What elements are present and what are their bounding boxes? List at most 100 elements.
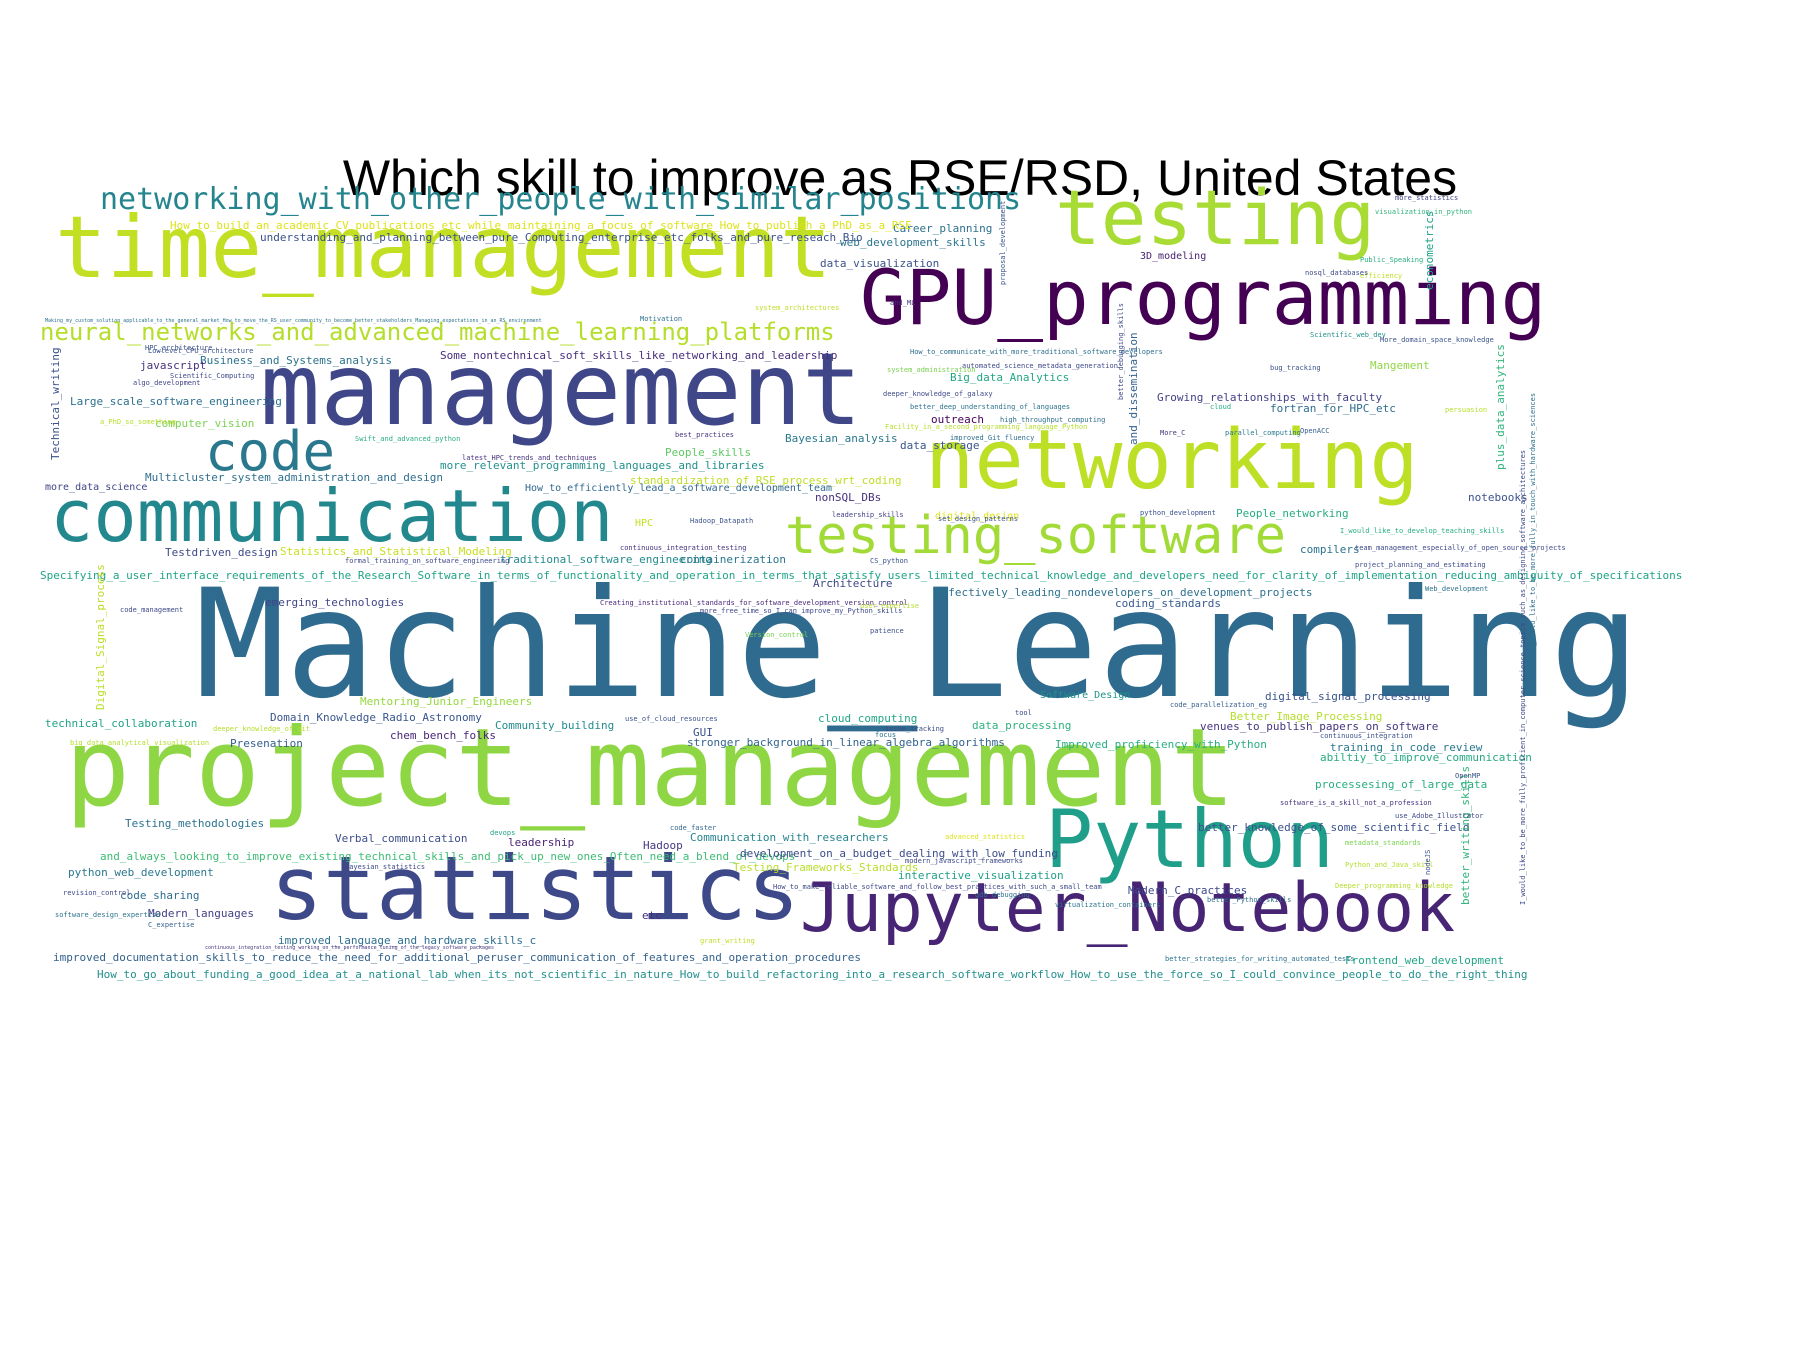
word-128: tool (1015, 709, 1032, 717)
word-74: How_to_go_about_funding_a_good_idea_at_a… (97, 968, 1528, 981)
word-100: Version_control (745, 631, 809, 639)
word-30: traditional_software_engineering (500, 553, 712, 566)
word-119: Scientific_web_dev (1310, 331, 1386, 339)
word-58: Verbal_communication (335, 832, 468, 845)
word-94: How_to_build_an_academic_CV_publications… (170, 219, 912, 232)
word-148: better_Python_skills (1207, 896, 1292, 904)
word-78: data_visualization (820, 257, 940, 270)
word-91: People_networking (1236, 507, 1349, 520)
word-169: formal_training_on_software_engineering (345, 557, 510, 565)
word-124: Creating_institutional_standards_for_sof… (600, 599, 908, 607)
word-33: Specifying_a_user_interface_requirements… (40, 569, 1683, 582)
word-12: code (205, 420, 336, 483)
word-57: better_knowledge_of_some_scientific_fiel… (1198, 821, 1470, 834)
word-19: computer_vision (155, 417, 255, 430)
word-82: Growing_relationships_with_faculty (1157, 391, 1383, 404)
word-39: Software_Design (1040, 690, 1131, 701)
word-175: big_data_analytical_visualization (70, 739, 210, 747)
word-125: more_free_time_so_I_can_improve_my_Pytho… (700, 607, 903, 615)
word-5: networking (925, 413, 1419, 508)
word-68: code_sharing (120, 889, 200, 902)
word-69: Modern_languages (148, 907, 254, 920)
word-3: time_management (55, 198, 832, 298)
word-101: system_architectures (755, 304, 840, 312)
chart-title: Which skill to improve as RSE/RSD, Unite… (342, 150, 1458, 206)
word-23: more_relevant_programming_languages_and_… (440, 459, 765, 472)
word-40: digital_signal_processing (1265, 690, 1431, 703)
word-75: better_writing_skills (1459, 765, 1472, 905)
word-54: abiltiy_to_improve_communication (1320, 751, 1532, 764)
word-21: more_data_science (45, 482, 148, 493)
word-72: improved_documentation_skills_to_reduce_… (53, 951, 861, 964)
word-32: HPC (635, 518, 654, 529)
word-64: python_web_development (68, 866, 214, 879)
word-162: How_to_communicate_with_more_traditional… (910, 348, 1163, 356)
word-116: continuous_integration_testing (620, 544, 747, 552)
word-97: digital_design (935, 511, 1020, 522)
word-180: Facility_in_a_second_programming_languag… (885, 423, 1088, 431)
word-59: leadership (508, 836, 575, 849)
word-177: I_would_like_to_be_more_fully_in_touch_w… (1529, 392, 1537, 650)
word-53: training_in_code_review (1330, 741, 1483, 754)
word-161: automated_science_metadata_generation (962, 362, 1118, 370)
word-42: Domain_Knowledge_Radio_Astronomy (270, 711, 482, 724)
word-133: software_design_expertise (55, 911, 161, 919)
word-63: development_on_a_budget_dealing_with_low… (740, 847, 1058, 860)
word-174: continuous_integration_testing_working_o… (205, 945, 494, 951)
word-99: patience (870, 627, 904, 635)
word-70: etc (642, 909, 662, 922)
word-76: Career_planning (893, 222, 993, 235)
word-129: use_of_cloud_resources (625, 715, 718, 723)
word-86: outreach (931, 413, 984, 426)
word-112: More_C (1160, 429, 1186, 437)
word-168: CS_python (870, 557, 908, 565)
word-147: virtualization_containers (1055, 901, 1161, 909)
word-131: devops (490, 829, 516, 837)
word-24: People_skills (665, 446, 752, 459)
word-170: How_to_make_reliable_software_and_follow… (773, 883, 1102, 891)
word-153: deeper_knowledge_of_git (213, 725, 310, 733)
word-171: Lowlevel_CPU_architecture (148, 347, 254, 355)
word-47: venues_to_publish_papers_on_software (1200, 720, 1439, 733)
word-118: project_planning_and_estimating (1355, 561, 1486, 569)
word-156: a_PhD_so_something (100, 418, 176, 426)
word-16: Business_and_Systems_analysis (200, 354, 393, 367)
word-158: best_practices (675, 431, 735, 439)
word-111: parallel_computing (1225, 429, 1301, 437)
word-115: leadership_skills (832, 511, 904, 519)
word-140: nodeJS (1424, 849, 1432, 875)
word-142: OpenMP (1455, 772, 1481, 780)
word-113: cloud (1210, 403, 1232, 411)
word-144: software_is_a_skill_not_a_profession (1280, 799, 1432, 807)
word-cloud: Machine_Learning project_management manage… (40, 180, 1760, 1145)
word-79: 3D_modeling (1140, 251, 1207, 262)
word-120: More_domain_space_knowledge (1380, 336, 1494, 344)
word-110: OpenACC (1300, 427, 1330, 435)
word-4: GPU_programming (860, 253, 1547, 342)
word-96: algo_development (133, 379, 201, 387)
word-122: improved_Git_fluency (950, 434, 1035, 442)
word-28: Testdriven_design (165, 546, 278, 559)
word-139: Python_and_Java_skill (1345, 861, 1434, 869)
word-95: understanding_and_planning_between_pure_… (260, 231, 863, 244)
word-135: revision_control (63, 889, 131, 897)
word-80: econometrics (1423, 210, 1436, 290)
word-43: Community_building (495, 719, 615, 732)
word-136: grant_writing (700, 937, 755, 945)
word-85: data_storage (900, 439, 980, 452)
word-107: nosql_databases (1305, 269, 1369, 277)
word-1: project_management (65, 706, 1236, 831)
word-81: Big_data_Analytics (950, 371, 1070, 384)
word-167: I_would_like_to_develop_teaching_skills (1340, 527, 1505, 535)
word-26: How_to_efficiently_lead_a_software_devel… (525, 483, 833, 494)
word-172: Making_my_custom_solution_applicable_to_… (45, 318, 542, 324)
word-50: GUI (693, 726, 713, 739)
word-60: Hadoop (643, 839, 683, 852)
word-29: Statistics_and_Statistical_Modeling (280, 545, 512, 558)
word-130: code_faster (670, 824, 717, 832)
word-15: Some_nontechnical_soft_skills_like_netwo… (440, 349, 838, 362)
word-134: C_expertise (148, 921, 195, 929)
word-10: testing (1055, 173, 1376, 262)
word-84: Bayesian_analysis (785, 432, 898, 445)
word-176: I_would_like_to_be_more_fully_proficient… (1519, 449, 1527, 905)
